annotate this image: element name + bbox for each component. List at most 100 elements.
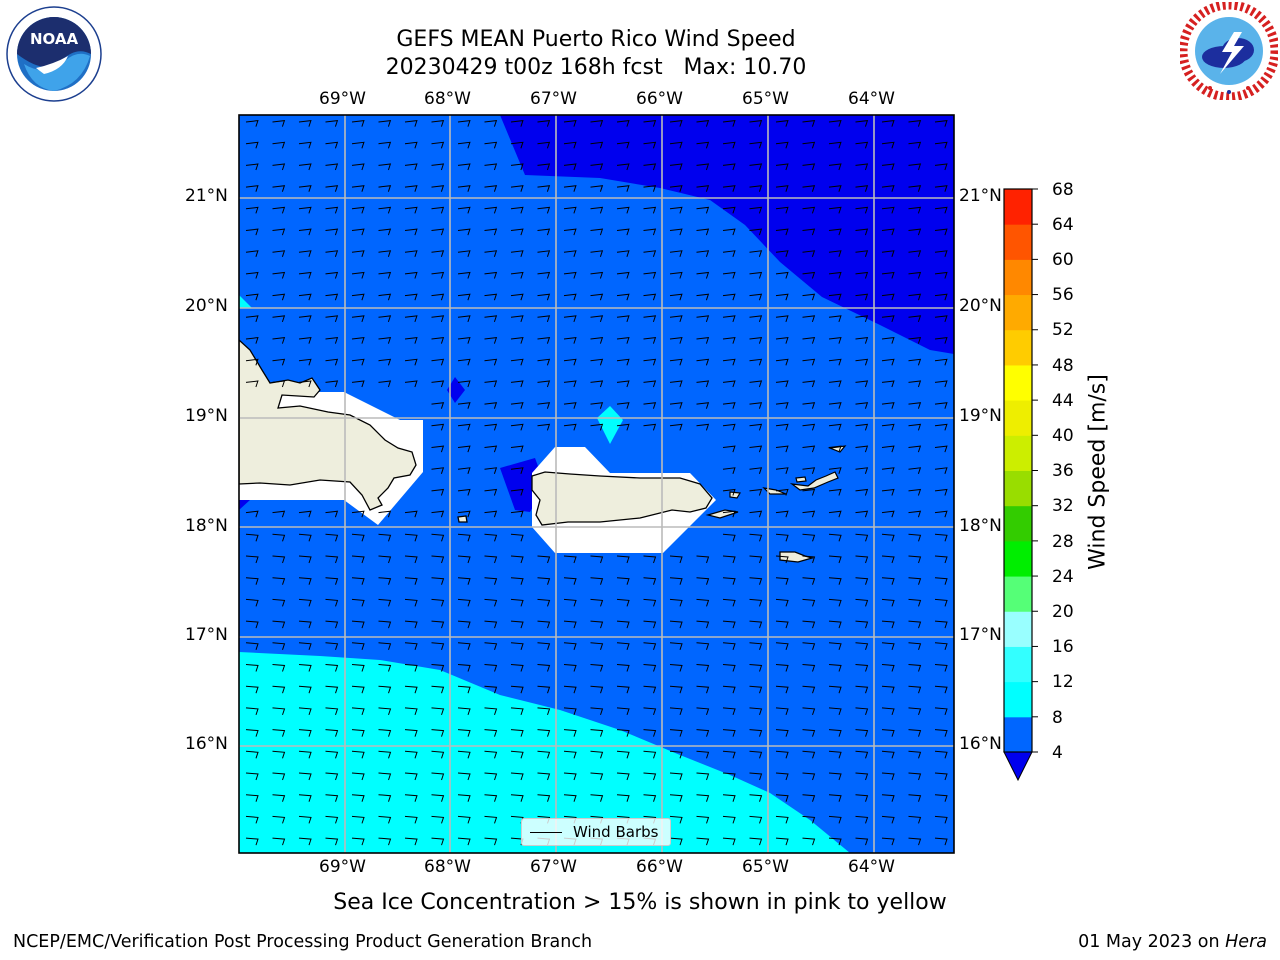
wind-barb	[245, 250, 259, 257]
wind-barb	[537, 163, 551, 171]
wind-barb	[590, 380, 604, 388]
wind-barb	[934, 423, 948, 431]
wind-barb	[749, 750, 763, 759]
wind-barb	[669, 185, 683, 192]
wind-barb	[378, 293, 392, 301]
colorbar-tick: 40	[1052, 426, 1074, 446]
wind-barb	[484, 337, 498, 344]
wind-barb	[510, 423, 524, 431]
wind-barb	[431, 488, 445, 496]
colorbar-tick: 8	[1052, 708, 1063, 728]
wind-barb	[828, 467, 842, 474]
wind-barb	[749, 315, 763, 323]
wind-barb	[431, 467, 445, 474]
wind-barb	[351, 577, 365, 585]
wind-barb	[775, 423, 789, 431]
colorbar-tick: 48	[1052, 356, 1074, 376]
wind-barb	[563, 750, 577, 759]
land-saint-croix	[779, 551, 815, 563]
lat-label-right: 20°N	[959, 296, 1002, 316]
wind-barb	[325, 794, 339, 802]
wind-barb	[643, 337, 657, 344]
wind-barb	[802, 120, 816, 127]
wind-barb	[828, 271, 842, 279]
wind-barb	[802, 402, 816, 409]
wind-barb	[457, 228, 471, 236]
wind-barb	[881, 729, 895, 737]
wind-barb	[749, 293, 763, 301]
wind-barb	[696, 664, 710, 672]
wind-barb	[802, 228, 816, 236]
wind-barb	[934, 141, 948, 149]
wind-barb	[802, 772, 816, 781]
wind-barb	[351, 185, 365, 192]
wind-barb	[934, 729, 948, 737]
wind-barb	[722, 685, 736, 694]
colorbar-segment	[1004, 400, 1032, 436]
wind-barb	[563, 577, 577, 585]
wind-barb	[749, 423, 763, 431]
wind-barb	[325, 837, 339, 846]
wind-barb	[749, 707, 763, 716]
wind-barb	[802, 533, 816, 542]
wind-barb	[245, 358, 259, 366]
wind-barb	[563, 402, 577, 409]
wind-barb	[484, 577, 498, 585]
wind-barb	[590, 402, 604, 409]
wind-barb	[484, 707, 498, 716]
wind-barbs-legend: Wind Barbs	[521, 818, 671, 846]
land-puerto-rico	[531, 471, 713, 526]
wind-barb	[325, 642, 339, 650]
wind-barb	[431, 794, 445, 802]
wind-barb	[722, 228, 736, 236]
wind-barb	[802, 250, 816, 257]
wind-barb	[563, 794, 577, 802]
wind-barb	[590, 642, 604, 650]
wind-barb	[325, 555, 339, 564]
wind-barb	[325, 337, 339, 344]
wind-barb	[537, 423, 551, 431]
colorbar-tick: 52	[1052, 320, 1074, 340]
wind-barb	[457, 337, 471, 344]
wind-barb	[643, 228, 657, 236]
wind-barb	[802, 423, 816, 431]
wind-barb	[510, 120, 524, 127]
wind-barb	[351, 815, 365, 824]
wind-barb	[722, 729, 736, 737]
wind-barb	[749, 815, 763, 824]
wind-barb	[934, 510, 948, 518]
wind-barb	[775, 445, 789, 453]
footer-date: 01 May 2023 on Hera	[1078, 932, 1267, 952]
wind-barb	[908, 120, 922, 127]
wind-barb	[881, 750, 895, 759]
wind-barb	[431, 120, 445, 127]
colorbar-segment	[1004, 576, 1032, 612]
wind-barb	[484, 772, 498, 781]
wind-barb	[722, 315, 736, 323]
wind-barb	[325, 250, 339, 257]
wind-barb	[616, 598, 630, 607]
wind-barb	[510, 555, 524, 564]
wind-barb	[934, 206, 948, 214]
wind-barb	[484, 358, 498, 366]
wind-barb	[457, 185, 471, 192]
colorbar-tick: 56	[1052, 285, 1074, 305]
wind-barb	[245, 620, 259, 629]
wind-barb	[802, 206, 816, 214]
wind-barb	[669, 598, 683, 607]
wind-barb	[431, 380, 445, 388]
wind-barb	[775, 685, 789, 694]
wind-barb	[272, 206, 286, 214]
wind-barb	[537, 141, 551, 149]
wind-barb	[669, 423, 683, 431]
wind-barb	[616, 685, 630, 694]
wind-barb	[484, 315, 498, 323]
wind-barb	[908, 772, 922, 781]
wind-barb	[802, 358, 816, 366]
wind-barb	[855, 794, 869, 802]
wind-barb	[484, 163, 498, 171]
wind-barb	[378, 642, 392, 650]
wind-barb	[378, 358, 392, 366]
wind-barb	[855, 163, 869, 171]
wind-barb	[643, 794, 657, 802]
